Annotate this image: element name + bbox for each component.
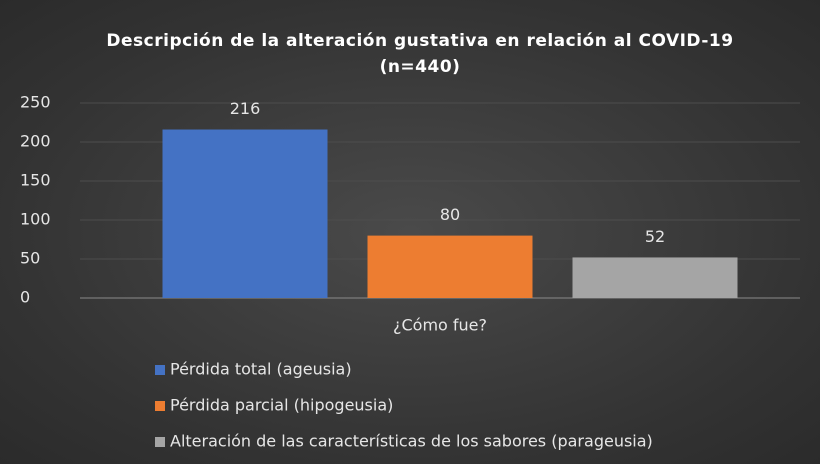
y-tick-label: 200 xyxy=(20,132,51,151)
bar xyxy=(162,129,328,298)
y-tick-label: 150 xyxy=(20,171,51,190)
legend-label: Pérdida parcial (hipogeusia) xyxy=(170,396,393,415)
legend-swatch xyxy=(155,401,165,411)
y-tick-label: 250 xyxy=(20,93,51,112)
legend-label: Pérdida total (ageusia) xyxy=(170,360,352,379)
legend-swatch xyxy=(155,365,165,375)
y-tick-label: 50 xyxy=(20,249,40,268)
data-label: 80 xyxy=(440,205,460,224)
data-label: 216 xyxy=(230,99,261,118)
chart-title: Descripción de la alteración gustativa e… xyxy=(106,31,734,77)
legend-swatch xyxy=(155,437,165,447)
bar xyxy=(367,235,533,298)
bar xyxy=(572,257,738,298)
data-label: 52 xyxy=(645,227,665,246)
y-tick-label: 0 xyxy=(20,288,30,307)
legend-label: Alteración de las características de los… xyxy=(170,432,653,451)
x-tick-label: ¿Cómo fue? xyxy=(393,316,487,335)
y-tick-label: 100 xyxy=(20,210,51,229)
